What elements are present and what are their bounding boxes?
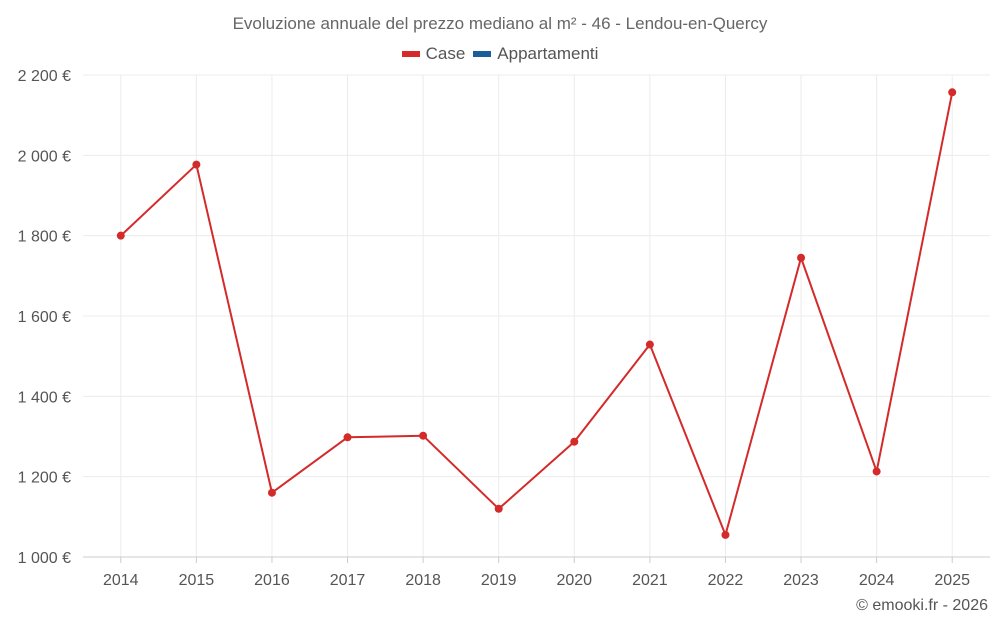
x-tick-label: 2022 xyxy=(708,572,744,589)
credit-text: © emooki.fr - 2026 xyxy=(856,597,988,614)
y-tick-label: 1 200 € xyxy=(18,470,71,487)
x-tick-label: 2016 xyxy=(254,572,290,589)
data-point xyxy=(267,488,276,497)
y-tick-label: 1 000 € xyxy=(18,550,71,567)
chart-title: Evoluzione annuale del prezzo mediano al… xyxy=(232,14,768,33)
x-tick-label: 2023 xyxy=(783,572,819,589)
x-tick-label: 2017 xyxy=(330,572,366,589)
y-tick-label: 1 800 € xyxy=(18,229,71,246)
y-tick-label: 1 400 € xyxy=(18,389,71,406)
y-tick-label: 2 200 € xyxy=(18,68,71,85)
series-line-case xyxy=(120,92,954,536)
data-point xyxy=(419,431,428,440)
legend: Case Appartamenti xyxy=(0,44,1000,64)
data-point xyxy=(948,88,957,97)
legend-label-appartamenti: Appartamenti xyxy=(497,44,599,63)
legend-item-appartamenti[interactable]: Appartamenti xyxy=(473,44,598,64)
data-point xyxy=(343,433,352,442)
y-tick-label: 1 600 € xyxy=(18,309,71,326)
x-tick-label: 2015 xyxy=(179,572,215,589)
data-point xyxy=(797,253,806,262)
legend-swatch-case xyxy=(401,51,420,57)
data-point xyxy=(192,160,201,169)
legend-label-case: Case xyxy=(425,44,466,63)
data-point xyxy=(645,340,654,349)
x-tick-label: 2021 xyxy=(632,572,668,589)
x-tick-label: 2024 xyxy=(859,572,895,589)
legend-swatch-appartamenti xyxy=(473,51,492,57)
data-point xyxy=(872,467,881,476)
x-tick-label: 2025 xyxy=(934,572,970,589)
x-tick-label: 2020 xyxy=(556,572,592,589)
data-point xyxy=(494,504,503,513)
data-point xyxy=(570,437,579,446)
data-point xyxy=(116,231,125,240)
x-tick-label: 2019 xyxy=(481,572,517,589)
legend-item-case[interactable]: Case xyxy=(401,44,466,64)
data-point xyxy=(721,530,730,539)
x-tick-label: 2014 xyxy=(103,572,139,589)
y-tick-label: 2 000 € xyxy=(18,148,71,165)
x-tick-label: 2018 xyxy=(405,572,441,589)
